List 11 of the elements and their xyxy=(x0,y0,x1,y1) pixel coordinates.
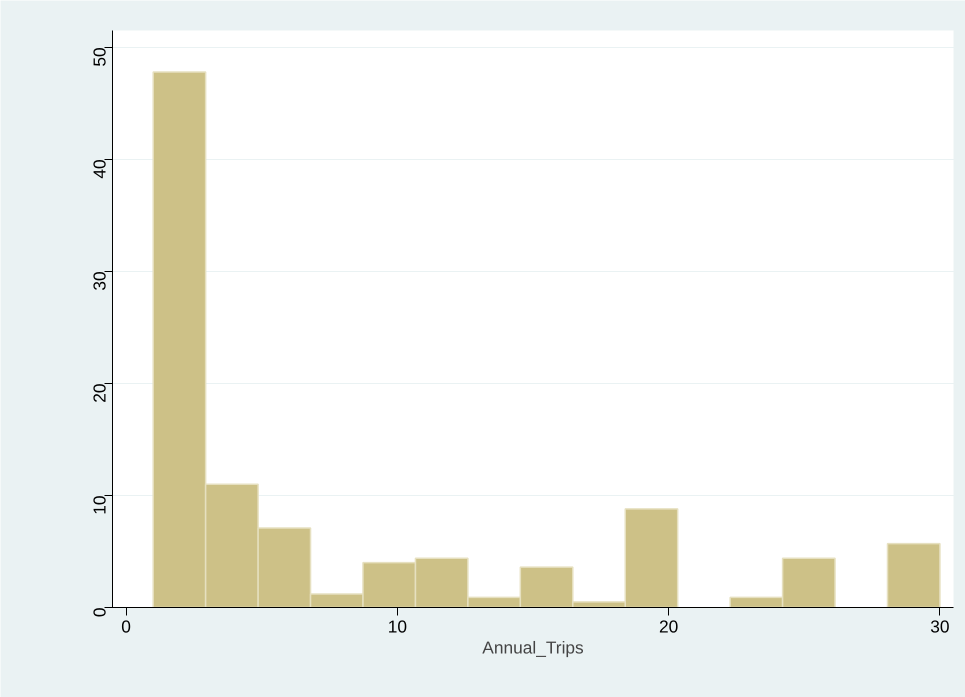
x-tick-label: 0 xyxy=(121,616,131,636)
x-tick-label: 20 xyxy=(659,616,678,636)
y-tick-label: 40 xyxy=(90,159,110,179)
x-tick-label: 30 xyxy=(930,616,950,636)
y-tick-label: 0 xyxy=(90,607,110,618)
y-tick-label: 30 xyxy=(90,271,110,291)
y-tick-label: 20 xyxy=(90,383,110,403)
x-axis-title: Annual_Trips xyxy=(482,638,584,658)
y-tick-label: 50 xyxy=(90,47,110,67)
x-tick-label: 10 xyxy=(388,616,407,636)
y-tick-label: 10 xyxy=(90,495,110,515)
